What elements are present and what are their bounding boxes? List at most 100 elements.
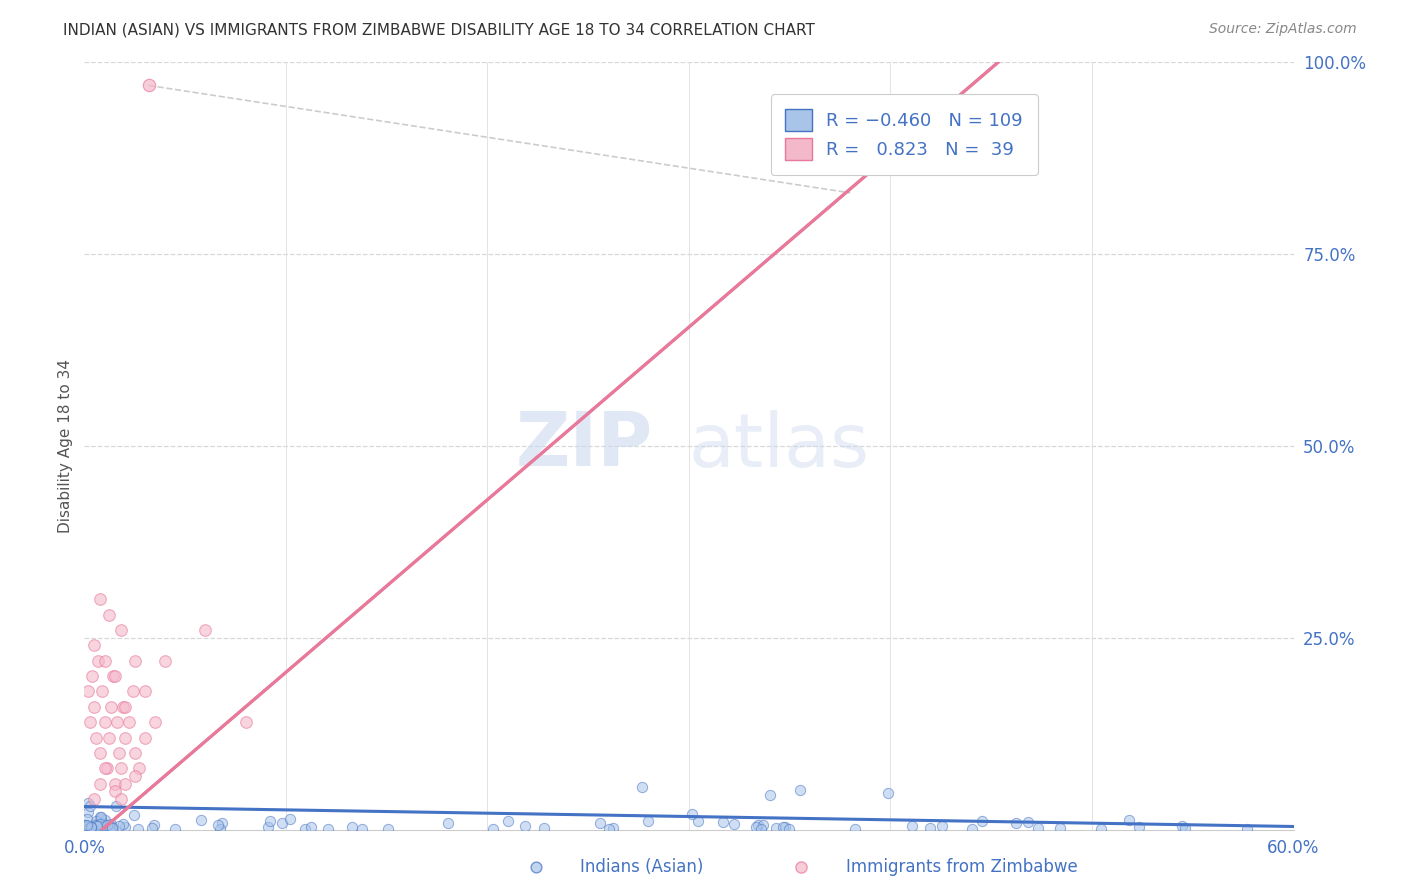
Point	[901, 819, 924, 833]
Point	[79, 822, 101, 837]
Point	[877, 786, 900, 800]
Point	[515, 819, 537, 833]
Point	[89, 746, 111, 760]
Point	[121, 684, 143, 698]
Point	[104, 669, 127, 683]
Point	[342, 820, 364, 834]
Point	[73, 818, 96, 832]
Point	[76, 812, 98, 826]
Point	[134, 684, 156, 698]
Point	[84, 820, 107, 834]
Point	[93, 814, 115, 828]
Point	[100, 817, 122, 831]
Point	[598, 822, 620, 837]
Point	[86, 822, 108, 837]
Legend: R = −0.460   N = 109, R =   0.823   N =  39: R = −0.460 N = 109, R = 0.823 N = 39	[770, 95, 1038, 175]
Point	[94, 822, 117, 836]
Point	[83, 639, 105, 653]
Point	[775, 820, 797, 834]
Point	[84, 814, 107, 828]
Point	[778, 822, 800, 837]
Point	[80, 820, 103, 834]
Point	[194, 623, 217, 637]
Point	[86, 731, 108, 745]
Point	[759, 788, 782, 802]
Point	[97, 731, 120, 745]
Point	[84, 817, 107, 831]
Point	[96, 818, 118, 832]
Point	[143, 715, 166, 730]
Point	[105, 715, 128, 730]
Point	[83, 820, 105, 834]
Point	[436, 815, 458, 830]
Point	[75, 821, 97, 835]
Point	[271, 815, 294, 830]
Point	[110, 761, 132, 775]
Point	[104, 784, 127, 798]
Point	[83, 699, 105, 714]
Point	[122, 808, 145, 822]
Point	[107, 746, 129, 760]
Point	[77, 805, 100, 819]
Point	[83, 792, 105, 806]
Point	[89, 592, 111, 607]
Text: Immigrants from Zimbabwe: Immigrants from Zimbabwe	[846, 858, 1077, 877]
Point	[110, 623, 132, 637]
Point	[1170, 819, 1192, 833]
Point	[89, 817, 111, 831]
Point	[89, 819, 111, 833]
Point	[970, 814, 993, 828]
Point	[377, 822, 399, 836]
Point	[711, 815, 734, 830]
Point	[79, 799, 101, 814]
Point	[920, 821, 942, 835]
Point	[350, 822, 373, 837]
Point	[316, 822, 339, 836]
Point	[93, 715, 115, 730]
Point	[745, 820, 768, 834]
Point	[1128, 820, 1150, 834]
Point	[128, 761, 150, 775]
Point	[80, 820, 103, 834]
Point	[747, 818, 769, 832]
Point	[114, 699, 136, 714]
Point	[93, 654, 115, 668]
Point	[235, 715, 257, 730]
Point	[790, 860, 813, 874]
Point	[294, 822, 316, 836]
Point	[124, 769, 146, 783]
Point	[134, 731, 156, 745]
Point	[75, 821, 97, 835]
Point	[114, 731, 136, 745]
Point	[588, 816, 610, 830]
Point	[89, 809, 111, 823]
Point	[931, 819, 953, 833]
Point	[100, 822, 122, 837]
Point	[90, 812, 112, 826]
Point	[80, 820, 103, 834]
Point	[77, 684, 100, 698]
Point	[89, 776, 111, 790]
Point	[190, 814, 212, 828]
Point	[75, 817, 97, 831]
Point	[524, 860, 547, 874]
Point	[93, 761, 115, 775]
Point	[73, 822, 96, 836]
Point	[124, 746, 146, 760]
Point	[631, 780, 654, 795]
Point	[751, 817, 773, 831]
Point	[1090, 822, 1112, 837]
Text: Indians (Asian): Indians (Asian)	[581, 858, 703, 877]
Point	[637, 814, 659, 828]
Point	[1174, 821, 1197, 835]
Point	[280, 812, 302, 826]
Point	[108, 819, 131, 833]
Point	[141, 821, 163, 835]
Point	[118, 715, 141, 730]
Point	[76, 818, 98, 832]
Point	[765, 821, 787, 835]
Point	[496, 814, 519, 829]
Text: ZIP: ZIP	[516, 409, 652, 483]
Point	[1049, 821, 1071, 835]
Point	[96, 761, 118, 775]
